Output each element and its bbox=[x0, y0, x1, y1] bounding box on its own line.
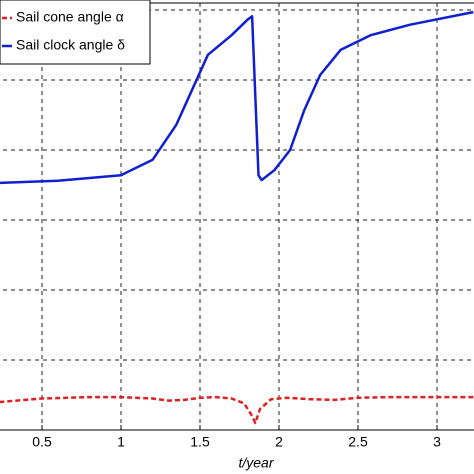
x-tick-label: 1.5 bbox=[190, 434, 210, 450]
x-tick-label: 1 bbox=[117, 434, 125, 450]
x-tick-label: 2.5 bbox=[348, 434, 368, 450]
series-line bbox=[0, 10, 474, 185]
plot-frame bbox=[0, 2, 474, 431]
x-axis-label: t/year bbox=[238, 455, 274, 471]
x-tick-label: 3 bbox=[433, 434, 441, 450]
x-tick-label: 2 bbox=[275, 434, 283, 450]
series-line bbox=[0, 395, 474, 425]
legend-label: Sail clock angle δ bbox=[16, 37, 125, 53]
legend-box bbox=[0, 0, 151, 65]
legend: Sail cone angle α Sail clock angle δ bbox=[0, 0, 151, 65]
legend-label: Sail cone angle α bbox=[16, 9, 124, 25]
x-tick-label: 0.5 bbox=[32, 434, 52, 450]
